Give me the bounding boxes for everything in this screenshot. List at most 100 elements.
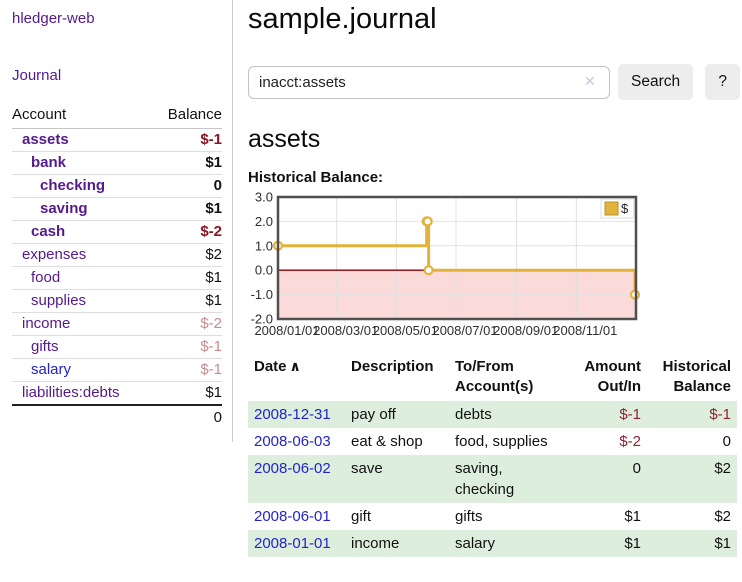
account-row: food $1 xyxy=(12,266,222,290)
txn-date-link[interactable]: 2008-06-02 xyxy=(254,459,331,477)
chart-section-label: Historical Balance: xyxy=(248,169,384,186)
account-row: gifts $-1 xyxy=(12,335,222,359)
account-link-cash[interactable]: cash xyxy=(31,223,66,240)
search-button[interactable]: Search xyxy=(618,64,694,100)
account-row: assets $-1 xyxy=(12,128,222,152)
chart-legend-label: $ xyxy=(621,201,629,216)
account-link-liabilities-debts[interactable]: liabilities:debts xyxy=(22,384,120,401)
txn-balance: $-1 xyxy=(709,405,731,423)
account-link-food[interactable]: food xyxy=(31,269,61,286)
txn-date-link[interactable]: 2008-12-31 xyxy=(254,405,331,423)
help-button[interactable]: ? xyxy=(705,64,741,100)
account-row: supplies $1 xyxy=(12,289,222,313)
sort-asc-icon: ∧ xyxy=(289,358,301,374)
accounts-total-row: 0 xyxy=(12,404,222,429)
txn-accounts: food, supplies xyxy=(455,432,548,450)
chart-x-tick-label: 2008/05/01 xyxy=(373,323,438,338)
account-balance: $1 xyxy=(151,197,222,221)
chart-y-tick-label: 1.0 xyxy=(255,238,273,253)
accounts-col-account: Account xyxy=(12,104,152,129)
account-link-expenses[interactable]: expenses xyxy=(22,246,87,263)
accounts-col-balance: Balance xyxy=(151,104,222,129)
chart-x-tick-label: 2008/09/01 xyxy=(493,323,558,338)
search-input[interactable] xyxy=(248,65,610,99)
chart-y-tick-label: 3.0 xyxy=(255,190,273,205)
chart-border xyxy=(276,195,638,321)
register-row: 2008-06-03 eat & shop food, supplies $-2… xyxy=(248,428,737,455)
page-title: sample.journal xyxy=(248,3,437,35)
accounts-total-value: 0 xyxy=(151,404,222,429)
search-form: ✕ Search ? xyxy=(248,64,742,100)
account-link-assets[interactable]: assets xyxy=(22,131,69,148)
chart-x-tick-label: 2008/03/01 xyxy=(313,323,378,338)
account-row: income $-2 xyxy=(12,312,222,336)
register-table: Date ∧ Description To/From Account(s) Amou… xyxy=(248,354,737,557)
account-row: expenses $2 xyxy=(12,243,222,267)
account-row: liabilities:debts $1 xyxy=(12,381,222,406)
account-link-bank[interactable]: bank xyxy=(31,154,67,171)
txn-description: income xyxy=(351,534,400,552)
register-row: 2008-12-31 pay off debts $-1 $-1 xyxy=(248,400,737,428)
txn-accounts: gifts xyxy=(455,507,483,525)
account-balance: $1 xyxy=(151,266,222,290)
txn-balance: $1 xyxy=(714,534,731,552)
col-description: Description xyxy=(351,358,434,375)
account-link-saving[interactable]: saving xyxy=(40,200,88,217)
account-balance: $-1 xyxy=(151,128,222,152)
chart-y-tick-label: 0.0 xyxy=(255,263,273,278)
account-balance: 0 xyxy=(151,174,222,198)
account-row: bank $1 xyxy=(12,151,222,175)
txn-description: gift xyxy=(351,507,372,525)
col-accounts: To/From Account(s) xyxy=(455,358,534,396)
account-balance: $-1 xyxy=(151,335,222,359)
clear-search-icon[interactable]: ✕ xyxy=(584,73,596,89)
chart-y-tick-label: -2.0 xyxy=(251,312,273,327)
txn-accounts: salary xyxy=(455,534,496,552)
account-balance: $-2 xyxy=(151,312,222,336)
txn-description: save xyxy=(351,459,383,477)
txn-date-link[interactable]: 2008-06-01 xyxy=(254,507,331,525)
app-brand-link[interactable]: hledger-web xyxy=(12,10,95,27)
txn-balance: 0 xyxy=(722,432,731,450)
nav-journal-link[interactable]: Journal xyxy=(12,67,62,84)
account-link-salary[interactable]: salary xyxy=(31,361,72,378)
chart-canvas: 2008/01/012008/03/012008/05/012008/07/01… xyxy=(251,190,641,338)
col-historical-balance: Historical Balance xyxy=(662,358,731,396)
txn-amount: $1 xyxy=(624,534,641,552)
register-row: 2008-06-02 save saving, checking 0 $2 xyxy=(248,454,737,503)
account-balance: $1 xyxy=(151,151,222,175)
txn-balance: $2 xyxy=(714,507,731,525)
col-date[interactable]: Date ∧ xyxy=(254,358,301,375)
txn-date-link[interactable]: 2008-06-03 xyxy=(254,432,331,450)
account-link-supplies[interactable]: supplies xyxy=(31,292,87,309)
txn-amount: 0 xyxy=(632,459,641,477)
account-link-income[interactable]: income xyxy=(22,315,71,332)
account-balance: $1 xyxy=(151,381,222,406)
account-balance: $1 xyxy=(151,289,222,313)
chart-y-tick-label: -1.0 xyxy=(251,287,273,302)
sidebar: hledger-web Journal Account Balance asse… xyxy=(0,0,233,442)
col-amount: Amount Out/In xyxy=(584,358,641,396)
chart-data-marker xyxy=(423,265,434,276)
account-heading: assets xyxy=(248,125,321,153)
txn-description: eat & shop xyxy=(351,432,423,450)
chart-x-tick-label: 2008/01/01 xyxy=(254,323,319,338)
txn-balance: $2 xyxy=(714,459,731,477)
txn-accounts: debts xyxy=(455,405,492,423)
txn-date-link[interactable]: 2008-01-01 xyxy=(254,534,331,552)
txn-amount: $-1 xyxy=(619,405,641,423)
account-link-checking[interactable]: checking xyxy=(40,177,106,194)
chart-data-marker xyxy=(422,216,433,227)
account-row: salary $-1 xyxy=(12,358,222,382)
chart-legend-swatch xyxy=(604,201,619,216)
txn-description: pay off xyxy=(351,405,396,423)
account-row: checking 0 xyxy=(12,174,222,198)
historical-balance-chart: 2008/01/01 2008/03/01 2008/05/01 2008/07/01… xyxy=(248,190,742,344)
chart-x-tick-label: 2008/11/01 xyxy=(553,323,617,338)
txn-accounts: saving, checking xyxy=(455,459,515,498)
chart-y-tick-label: 2.0 xyxy=(255,214,273,229)
chart-x-tick-label: 2008/07/01 xyxy=(432,323,497,338)
txn-amount: $1 xyxy=(624,507,641,525)
account-link-gifts[interactable]: gifts xyxy=(31,338,59,355)
register-row: 2008-01-01 income salary $1 $1 xyxy=(248,529,737,557)
